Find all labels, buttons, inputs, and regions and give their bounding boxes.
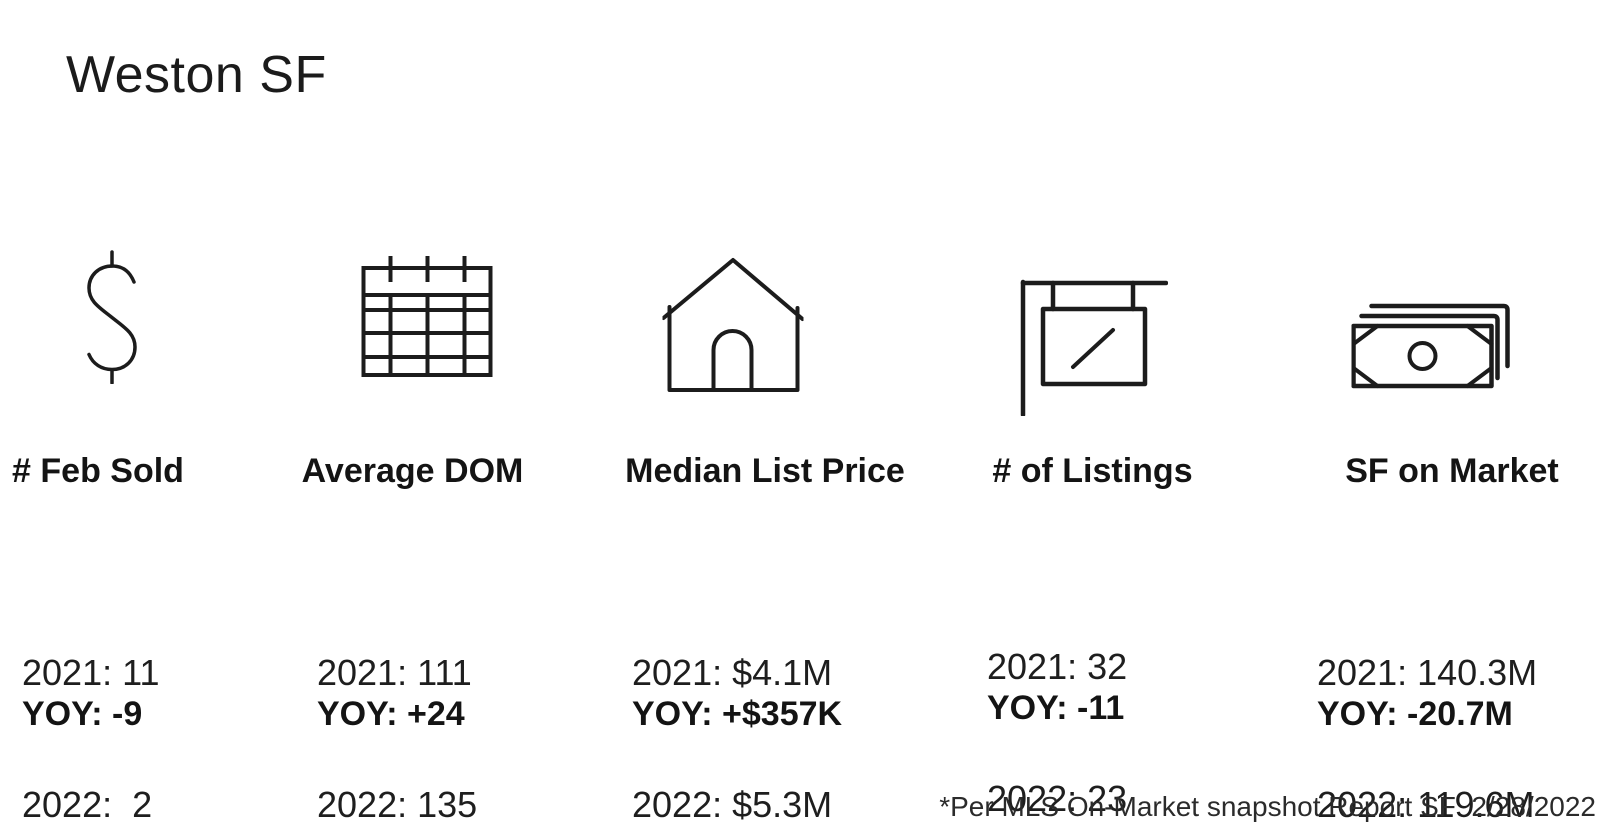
metric-num-listings: # of Listings 2021: 32 2022: 23 YOY: -11: [965, 0, 1220, 828]
dollar-sign-icon: [80, 250, 144, 384]
metric-values: 2021: 111 2022: 135: [317, 563, 477, 828]
metric-feb-sold: # Feb Sold 2021: 11 2022: 2 YOY: -9: [0, 0, 230, 828]
metric-median-list-price: Median List Price 2021: $4.1M 2022: $5.3…: [615, 0, 905, 828]
metric-values: 2021: $4.1M 2022: $5.3M: [632, 563, 832, 828]
page-title: Weston SF: [66, 45, 327, 104]
metric-yoy: YOY: +$357K: [632, 695, 843, 733]
value-2021: 2021: 11: [22, 652, 160, 693]
value-2022: 2022: 135: [317, 784, 478, 825]
metric-values: 2021: 32 2022: 23: [987, 557, 1127, 828]
value-2021: 2021: 32: [987, 646, 1128, 687]
metric-yoy: YOY: -9: [22, 695, 143, 733]
metric-label: Average DOM: [301, 452, 524, 490]
house-icon: [662, 257, 804, 393]
value-2022: 2022: 2: [22, 784, 153, 825]
metric-yoy: YOY: -20.7M: [1317, 695, 1513, 733]
calendar-icon: [361, 255, 492, 377]
metric-label: # Feb Sold: [12, 452, 184, 490]
metric-yoy: YOY: +24: [317, 695, 465, 733]
value-2021: 2021: 140.3M: [1317, 652, 1538, 693]
metric-average-dom: Average DOM 2021: 111 2022: 135 YOY: +24: [295, 0, 530, 828]
metric-sf-on-market: SF on Market 2021: 140.3M 2022: 119.6M Y…: [1295, 0, 1585, 828]
listing-sign-icon: [1020, 276, 1168, 416]
value-2022: 2022: 119.6M: [1317, 784, 1535, 825]
metric-label: SF on Market: [1345, 452, 1559, 490]
value-2021: 2021: 111: [317, 652, 472, 693]
metric-label: # of Listings: [992, 452, 1193, 490]
value-2022: 2022: 23: [987, 778, 1128, 819]
value-2021: 2021: $4.1M: [632, 652, 833, 693]
value-2022: 2022: $5.3M: [632, 784, 833, 825]
metric-values: 2021: 11 2022: 2: [22, 563, 159, 828]
metric-label: Median List Price: [625, 452, 905, 490]
metric-values: 2021: 140.3M 2022: 119.6M: [1317, 563, 1537, 828]
cash-icon: [1351, 296, 1513, 389]
metric-yoy: YOY: -11: [987, 689, 1125, 727]
footnote: *Per MLS On-Market snapshot Report SF 2/…: [939, 791, 1596, 822]
